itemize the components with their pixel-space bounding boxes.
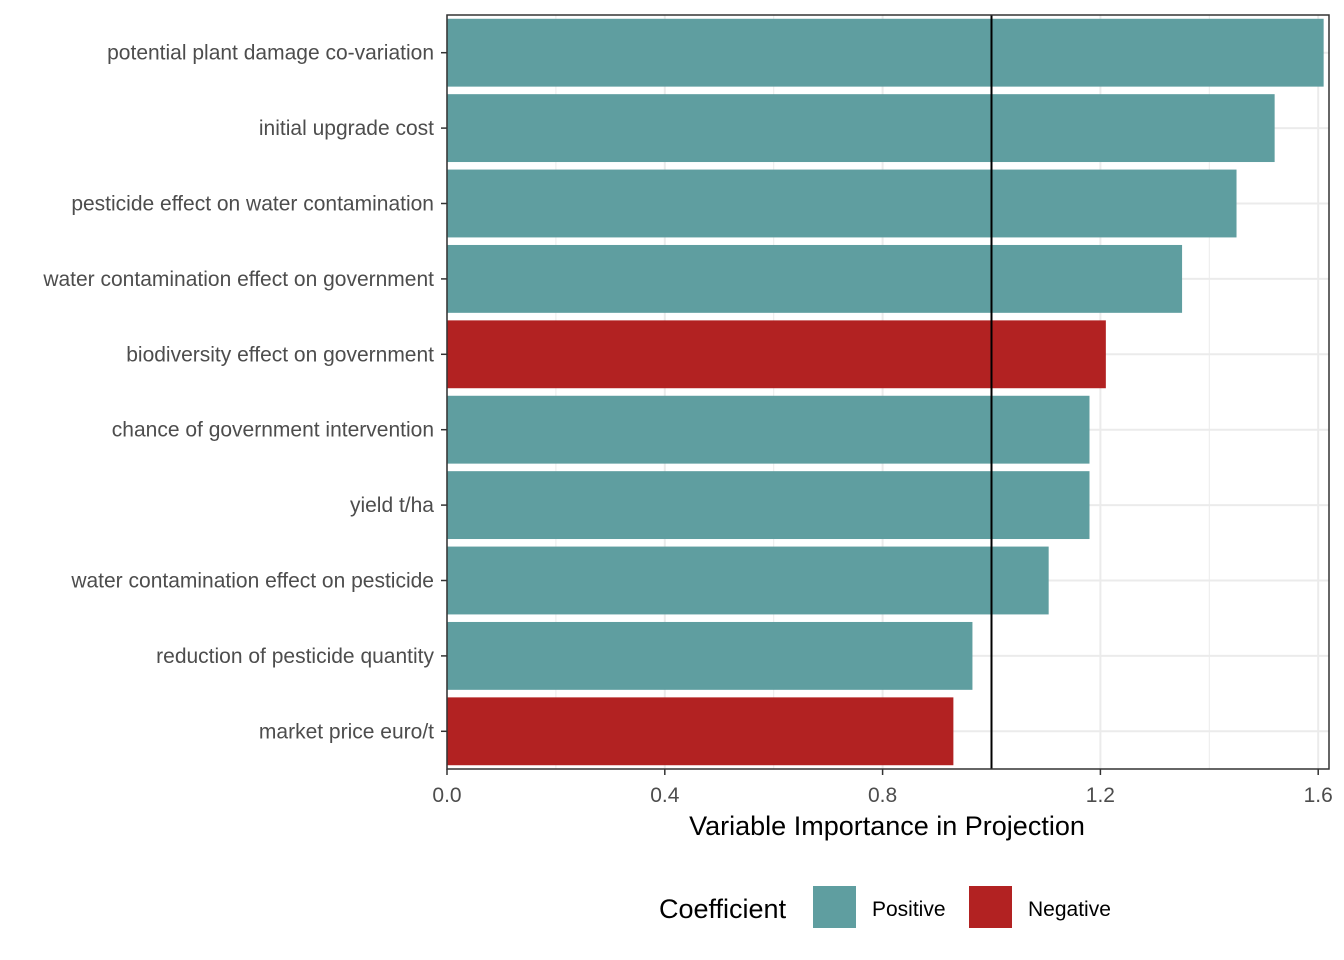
category-label: initial upgrade cost: [259, 117, 434, 140]
bar-positive: [447, 546, 1049, 615]
category-label: biodiversity effect on government: [126, 343, 434, 366]
legend-label-negative: Negative: [1028, 898, 1111, 921]
y-axis-labels: potential plant damage co-variation initi…: [42, 42, 434, 744]
x-tick-label: 0.0: [432, 784, 461, 807]
legend-title: Coefficient: [659, 894, 787, 924]
bar-positive: [447, 18, 1324, 87]
bar-positive: [447, 471, 1090, 540]
legend-swatch-negative: [969, 886, 1012, 928]
axis-ticks: [441, 51, 1319, 775]
category-label: market price euro/t: [259, 720, 434, 743]
legend-swatch-positive: [813, 886, 856, 928]
x-tick-label: 0.8: [868, 784, 897, 807]
category-label: pesticide effect on water contamination: [71, 193, 434, 216]
bar-positive: [447, 621, 973, 690]
x-tick-label: 1.6: [1304, 784, 1333, 807]
category-label: yield t/ha: [350, 494, 434, 517]
x-axis-labels: 0.0 0.4 0.8 1.2 1.6: [432, 784, 1332, 807]
bar-positive: [447, 395, 1090, 464]
bar-positive: [447, 169, 1237, 238]
category-label: water contamination effect on pesticide: [70, 570, 434, 593]
bars: [447, 18, 1324, 766]
x-tick-label: 1.2: [1086, 784, 1115, 807]
bar-negative: [447, 320, 1106, 389]
x-axis-title: Variable Importance in Projection: [689, 811, 1085, 841]
category-label: reduction of pesticide quantity: [156, 645, 434, 668]
bar-positive: [447, 94, 1275, 163]
category-label: water contamination effect on government: [42, 268, 434, 291]
x-tick-label: 0.4: [650, 784, 680, 807]
bar-negative: [447, 697, 954, 766]
category-label: potential plant damage co-variation: [107, 42, 434, 65]
legend-label-positive: Positive: [872, 898, 946, 921]
bar-positive: [447, 244, 1183, 313]
category-label: chance of government intervention: [112, 419, 434, 442]
legend: Coefficient Positive Negative: [659, 886, 1111, 928]
panel-border: [446, 14, 1330, 770]
